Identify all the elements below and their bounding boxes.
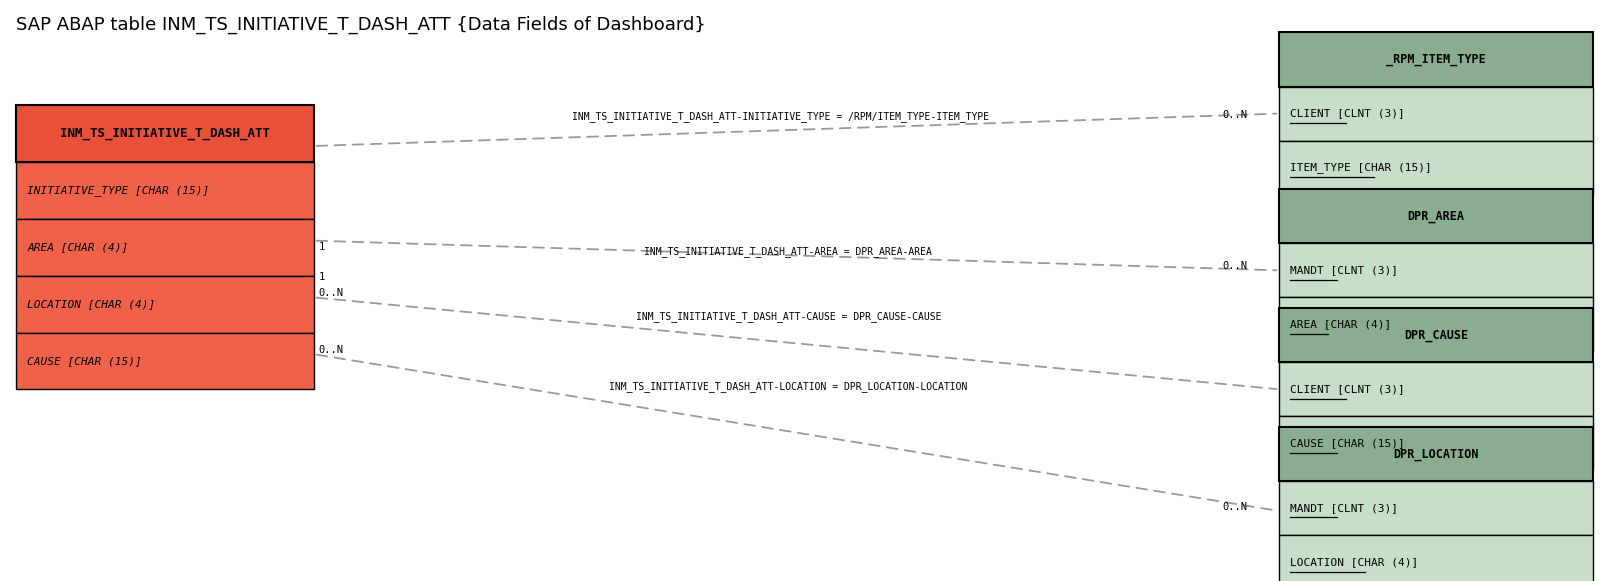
Text: CLIENT [CLNT (3)]: CLIENT [CLNT (3)]	[1290, 109, 1405, 119]
FancyBboxPatch shape	[1279, 363, 1593, 417]
FancyBboxPatch shape	[1279, 243, 1593, 297]
Text: CAUSE [CHAR (15)]: CAUSE [CHAR (15)]	[1290, 439, 1405, 449]
Text: MANDT [CLNT (3)]: MANDT [CLNT (3)]	[1290, 503, 1398, 513]
FancyBboxPatch shape	[16, 332, 314, 389]
Text: _RPM_ITEM_TYPE: _RPM_ITEM_TYPE	[1387, 53, 1485, 66]
Text: 0..N: 0..N	[319, 345, 344, 355]
FancyBboxPatch shape	[1279, 141, 1593, 195]
Text: 1: 1	[319, 242, 325, 252]
FancyBboxPatch shape	[16, 162, 314, 219]
Text: DPR_AREA: DPR_AREA	[1408, 210, 1464, 223]
FancyBboxPatch shape	[16, 276, 314, 332]
Text: 1: 1	[319, 272, 325, 282]
FancyBboxPatch shape	[1279, 481, 1593, 535]
Text: LOCATION [CHAR (4)]: LOCATION [CHAR (4)]	[1290, 557, 1419, 568]
Text: INITIATIVE_TYPE [CHAR (15)]: INITIATIVE_TYPE [CHAR (15)]	[27, 185, 209, 196]
Text: INM_TS_INITIATIVE_T_DASH_ATT-LOCATION = DPR_LOCATION-LOCATION: INM_TS_INITIATIVE_T_DASH_ATT-LOCATION = …	[610, 381, 967, 392]
Text: INM_TS_INITIATIVE_T_DASH_ATT-AREA = DPR_AREA-AREA: INM_TS_INITIATIVE_T_DASH_ATT-AREA = DPR_…	[645, 246, 932, 257]
FancyBboxPatch shape	[16, 219, 314, 276]
FancyBboxPatch shape	[1279, 535, 1593, 581]
Text: CAUSE [CHAR (15)]: CAUSE [CHAR (15)]	[27, 356, 142, 366]
Text: INM_TS_INITIATIVE_T_DASH_ATT-CAUSE = DPR_CAUSE-CAUSE: INM_TS_INITIATIVE_T_DASH_ATT-CAUSE = DPR…	[636, 311, 941, 322]
FancyBboxPatch shape	[16, 105, 314, 162]
FancyBboxPatch shape	[1279, 427, 1593, 481]
Text: INM_TS_INITIATIVE_T_DASH_ATT-INITIATIVE_TYPE = /RPM/ITEM_TYPE-ITEM_TYPE: INM_TS_INITIATIVE_T_DASH_ATT-INITIATIVE_…	[571, 111, 990, 121]
Text: SAP ABAP table INM_TS_INITIATIVE_T_DASH_ATT {Data Fields of Dashboard}: SAP ABAP table INM_TS_INITIATIVE_T_DASH_…	[16, 16, 706, 34]
Text: 0..N: 0..N	[1221, 261, 1247, 271]
Text: 0..N: 0..N	[1221, 110, 1247, 120]
Text: LOCATION [CHAR (4)]: LOCATION [CHAR (4)]	[27, 299, 156, 309]
FancyBboxPatch shape	[1279, 417, 1593, 471]
Text: AREA [CHAR (4)]: AREA [CHAR (4)]	[27, 242, 129, 252]
FancyBboxPatch shape	[1279, 308, 1593, 363]
FancyBboxPatch shape	[1279, 297, 1593, 352]
Text: AREA [CHAR (4)]: AREA [CHAR (4)]	[1290, 320, 1392, 329]
FancyBboxPatch shape	[1279, 87, 1593, 141]
Text: 0..N: 0..N	[1221, 502, 1247, 512]
Text: MANDT [CLNT (3)]: MANDT [CLNT (3)]	[1290, 266, 1398, 275]
Text: 0..N: 0..N	[319, 288, 344, 298]
Text: CLIENT [CLNT (3)]: CLIENT [CLNT (3)]	[1290, 384, 1405, 394]
Text: INM_TS_INITIATIVE_T_DASH_ATT: INM_TS_INITIATIVE_T_DASH_ATT	[60, 127, 270, 141]
Text: DPR_LOCATION: DPR_LOCATION	[1393, 448, 1479, 461]
Text: DPR_CAUSE: DPR_CAUSE	[1405, 329, 1467, 342]
Text: ITEM_TYPE [CHAR (15)]: ITEM_TYPE [CHAR (15)]	[1290, 162, 1432, 173]
FancyBboxPatch shape	[1279, 189, 1593, 243]
FancyBboxPatch shape	[1279, 33, 1593, 87]
